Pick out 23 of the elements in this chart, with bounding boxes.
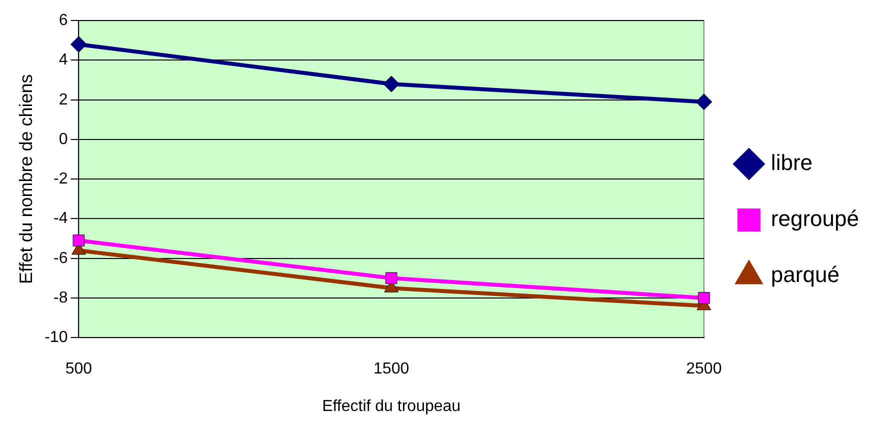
point xyxy=(383,76,400,92)
point xyxy=(70,36,87,53)
x-tick-label: 1500 xyxy=(374,360,410,378)
y-tick-label: -10 xyxy=(44,329,68,346)
y-tick-label: -4 xyxy=(53,210,68,228)
y-axis-title: Effet du nombre de chiens xyxy=(16,74,36,284)
point xyxy=(385,272,398,284)
y-tick-label: -6 xyxy=(53,250,68,267)
x-axis-title: Effectif du troupeau xyxy=(322,398,461,415)
y-tick-label: -8 xyxy=(53,289,68,306)
legend-label: libre xyxy=(770,150,813,176)
legend-label: parqué xyxy=(770,262,840,288)
point xyxy=(698,292,710,304)
legend-label: regroupé xyxy=(770,206,860,232)
point xyxy=(72,234,85,246)
x-tick-label: 500 xyxy=(65,360,92,378)
y-tick-label: -2 xyxy=(53,170,68,188)
point xyxy=(696,94,712,110)
y-tick-label: 4 xyxy=(58,52,68,69)
y-tick-label: 2 xyxy=(58,91,68,108)
y-tick-label: 0 xyxy=(58,130,68,148)
x-tick-label: 2500 xyxy=(686,360,722,378)
y-tick-label: 6 xyxy=(58,12,68,30)
